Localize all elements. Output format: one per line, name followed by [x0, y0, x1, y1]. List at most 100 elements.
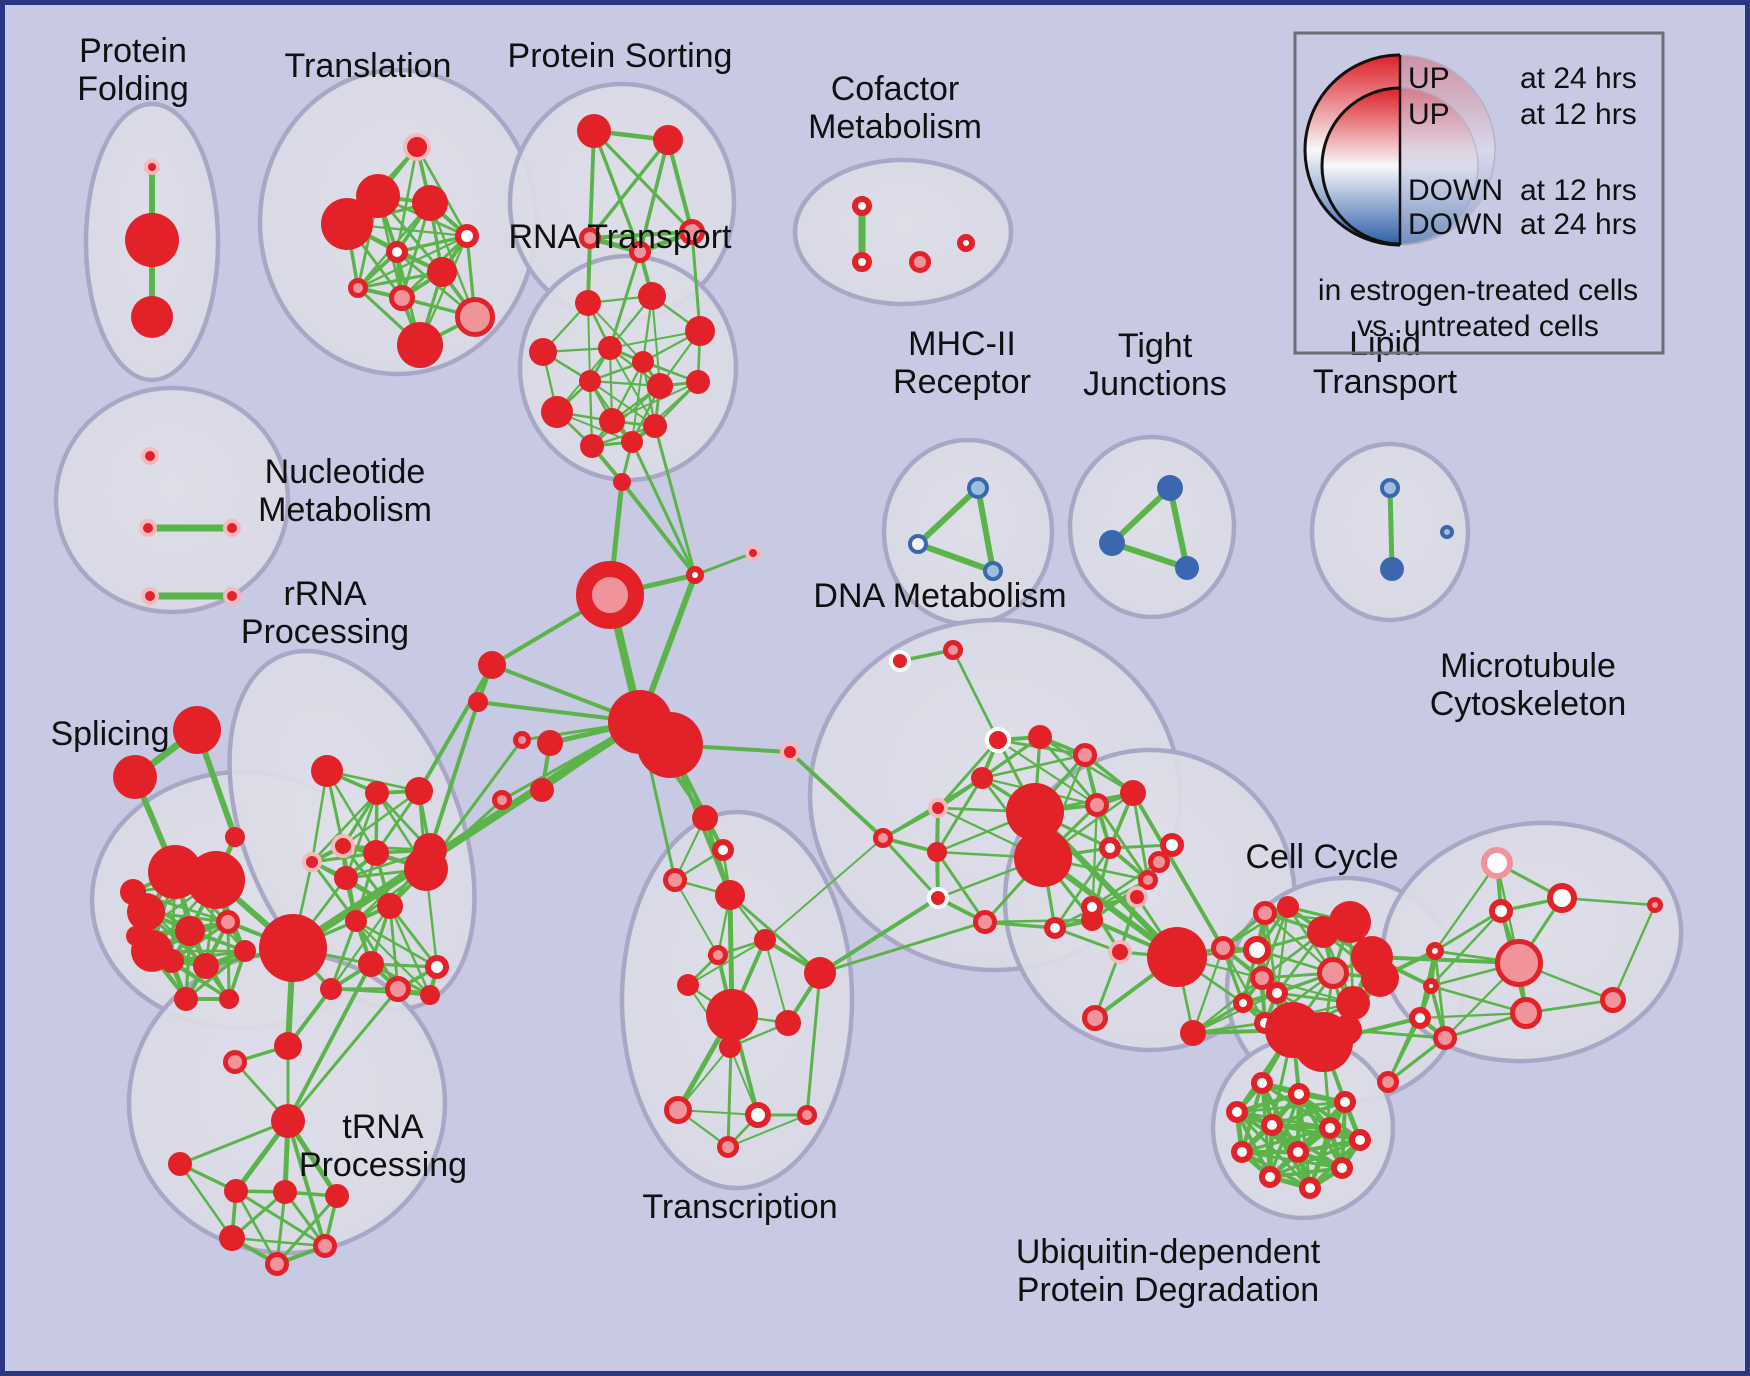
gene-node[interactable] — [745, 545, 761, 561]
gene-node[interactable] — [334, 866, 358, 890]
gene-node[interactable] — [1073, 743, 1097, 767]
gene-node[interactable] — [1329, 901, 1371, 943]
gene-node[interactable] — [1380, 478, 1400, 498]
gene-node[interactable] — [621, 431, 643, 453]
gene-node[interactable] — [455, 297, 495, 337]
gene-node[interactable] — [1147, 927, 1207, 987]
gene-node[interactable] — [126, 926, 146, 946]
gene-node[interactable] — [273, 1180, 297, 1204]
gene-node[interactable] — [1317, 957, 1349, 989]
gene-node[interactable] — [377, 893, 403, 919]
gene-node[interactable] — [358, 951, 384, 977]
gene-node[interactable] — [686, 370, 710, 394]
gene-node[interactable] — [745, 1102, 771, 1128]
gene-node[interactable] — [1600, 987, 1626, 1013]
gene-node[interactable] — [985, 727, 1011, 753]
gene-node[interactable] — [1028, 725, 1052, 749]
gene-node[interactable] — [363, 840, 389, 866]
gene-node[interactable] — [1287, 1141, 1309, 1163]
gene-node[interactable] — [775, 1010, 801, 1036]
gene-node[interactable] — [653, 125, 683, 155]
gene-node[interactable] — [599, 408, 625, 434]
gene-node[interactable] — [187, 851, 245, 909]
gene-node[interactable] — [1233, 993, 1253, 1013]
gene-node[interactable] — [365, 781, 389, 805]
gene-node[interactable] — [1082, 1005, 1108, 1031]
gene-node[interactable] — [983, 561, 1003, 581]
gene-node[interactable] — [265, 1252, 289, 1276]
gene-node[interactable] — [613, 473, 631, 491]
gene-node[interactable] — [405, 777, 433, 805]
gene-node[interactable] — [804, 957, 836, 989]
gene-node[interactable] — [576, 561, 644, 629]
gene-node[interactable] — [1423, 978, 1439, 994]
gene-node[interactable] — [420, 985, 440, 1005]
gene-node[interactable] — [579, 227, 601, 249]
gene-node[interactable] — [1231, 1141, 1253, 1163]
gene-node[interactable] — [113, 755, 157, 799]
gene-node[interactable] — [174, 987, 198, 1011]
gene-node[interactable] — [321, 198, 373, 250]
gene-node[interactable] — [492, 790, 512, 810]
gene-node[interactable] — [852, 252, 872, 272]
gene-node[interactable] — [412, 185, 448, 221]
gene-node[interactable] — [717, 1136, 739, 1158]
gene-node[interactable] — [928, 798, 948, 818]
gene-node[interactable] — [345, 910, 367, 932]
gene-node[interactable] — [663, 868, 687, 892]
gene-node[interactable] — [715, 880, 745, 910]
gene-node[interactable] — [1495, 939, 1543, 987]
gene-node[interactable] — [320, 978, 342, 1000]
gene-node[interactable] — [629, 241, 651, 263]
gene-node[interactable] — [797, 1105, 817, 1125]
gene-node[interactable] — [1157, 475, 1183, 501]
gene-node[interactable] — [927, 842, 947, 862]
gene-node[interactable] — [1299, 1177, 1321, 1199]
gene-node[interactable] — [397, 322, 443, 368]
gene-node[interactable] — [1261, 1114, 1283, 1136]
gene-node[interactable] — [1085, 793, 1109, 817]
gene-node[interactable] — [168, 1152, 192, 1176]
gene-node[interactable] — [679, 219, 705, 245]
gene-node[interactable] — [1126, 886, 1148, 908]
gene-node[interactable] — [1148, 851, 1170, 873]
gene-node[interactable] — [219, 1225, 245, 1251]
gene-node[interactable] — [1288, 1083, 1310, 1105]
gene-node[interactable] — [1334, 1091, 1356, 1113]
gene-node[interactable] — [1361, 959, 1399, 997]
gene-node[interactable] — [677, 974, 699, 996]
gene-node[interactable] — [468, 692, 488, 712]
gene-node[interactable] — [1349, 1129, 1371, 1151]
gene-node[interactable] — [967, 477, 989, 499]
gene-node[interactable] — [1266, 982, 1288, 1004]
gene-node[interactable] — [223, 519, 241, 537]
gene-node[interactable] — [234, 940, 256, 962]
gene-node[interactable] — [873, 828, 893, 848]
gene-node[interactable] — [580, 434, 604, 458]
gene-node[interactable] — [1006, 783, 1064, 841]
gene-node[interactable] — [598, 336, 622, 360]
gene-node[interactable] — [754, 929, 776, 951]
gene-node[interactable] — [1426, 942, 1444, 960]
gene-node[interactable] — [139, 519, 157, 537]
gene-node[interactable] — [1226, 1101, 1248, 1123]
gene-node[interactable] — [577, 114, 611, 148]
gene-node[interactable] — [173, 706, 221, 754]
gene-node[interactable] — [1243, 936, 1271, 964]
gene-node[interactable] — [638, 282, 666, 310]
gene-node[interactable] — [575, 290, 601, 316]
gene-node[interactable] — [706, 989, 758, 1041]
gene-node[interactable] — [1647, 897, 1663, 913]
gene-node[interactable] — [1138, 870, 1158, 890]
gene-node[interactable] — [348, 278, 368, 298]
gene-node[interactable] — [852, 196, 872, 216]
gene-node[interactable] — [302, 852, 322, 872]
gene-node[interactable] — [1251, 1072, 1273, 1094]
gene-node[interactable] — [427, 257, 457, 287]
gene-node[interactable] — [1211, 936, 1235, 960]
gene-node[interactable] — [311, 755, 343, 787]
gene-node[interactable] — [219, 989, 239, 1009]
gene-node[interactable] — [385, 976, 411, 1002]
gene-node[interactable] — [223, 587, 241, 605]
gene-node[interactable] — [643, 414, 667, 438]
